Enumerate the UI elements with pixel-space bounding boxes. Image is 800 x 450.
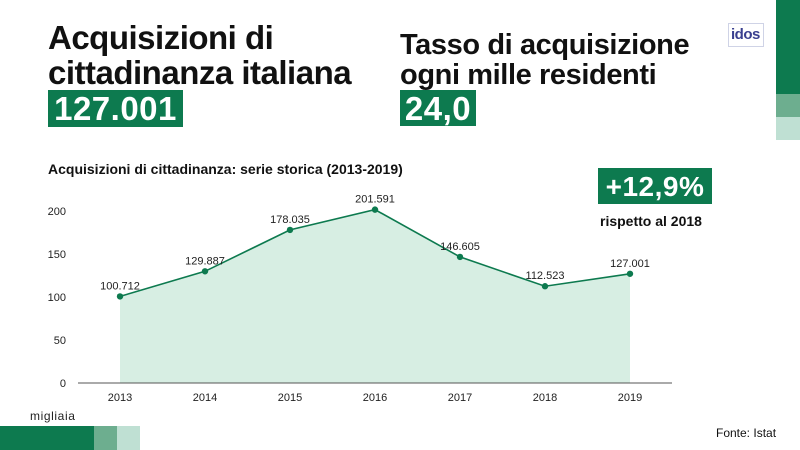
y-tick-label: 100 [48, 292, 66, 304]
logo-text: idos [731, 26, 760, 43]
rate-title-line-2: ogni mille residenti [400, 59, 657, 91]
x-tick-label: 2013 [108, 392, 132, 404]
data-point [286, 226, 294, 234]
data-label: 127.001 [610, 258, 650, 270]
main-title: Acquisizioni di cittadinanza italiana [48, 20, 378, 90]
idos-logo: idos [728, 23, 764, 47]
side-stripe-dark [776, 0, 800, 94]
x-tick-label: 2015 [278, 392, 302, 404]
bottom-stripe-dark [0, 426, 94, 450]
main-title-line-1: Acquisizioni di [48, 19, 274, 56]
data-point [456, 253, 464, 261]
bottom-stripe-light [117, 426, 140, 450]
delta-badge: +12,9% [598, 168, 712, 204]
bottom-stripe-mid [94, 426, 117, 450]
y-tick-label: 150 [48, 249, 66, 261]
rate-title-line-1: Tasso di acquisizione [400, 29, 690, 61]
data-label: 201.591 [355, 194, 395, 206]
x-tick-label: 2016 [363, 392, 387, 404]
side-stripe-light [776, 117, 800, 140]
data-point [541, 283, 549, 290]
data-label: 178.035 [270, 214, 310, 226]
rate-value-badge: 24,0 [400, 90, 476, 127]
rate-title: Tasso di acquisizione ogni mille residen… [400, 29, 690, 91]
delta-label: rispetto al 2018 [600, 213, 702, 229]
y-tick-label: 50 [54, 335, 66, 347]
series-area [120, 209, 630, 383]
data-label: 100.712 [100, 280, 140, 292]
data-point [626, 270, 634, 277]
unit-label: migliaia [30, 409, 76, 423]
data-label: 129.887 [185, 255, 225, 267]
x-tick-label: 2014 [193, 392, 217, 404]
x-tick-label: 2018 [533, 392, 557, 404]
data-point [371, 206, 379, 213]
side-stripe-mid [776, 94, 800, 117]
data-point [116, 293, 124, 300]
y-tick-label: 200 [48, 206, 66, 218]
x-tick-label: 2017 [448, 392, 472, 404]
main-title-line-2: cittadinanza italiana [48, 54, 352, 91]
data-label: 146.605 [440, 241, 480, 253]
data-point [201, 268, 209, 275]
data-label: 112.523 [526, 270, 565, 282]
chart-title: Acquisizioni di cittadinanza: serie stor… [48, 161, 403, 177]
x-tick-label: 2019 [618, 392, 642, 404]
total-value-badge: 127.001 [48, 90, 183, 127]
source-label: Fonte: Istat [716, 426, 777, 440]
y-tick-label: 0 [60, 378, 66, 390]
